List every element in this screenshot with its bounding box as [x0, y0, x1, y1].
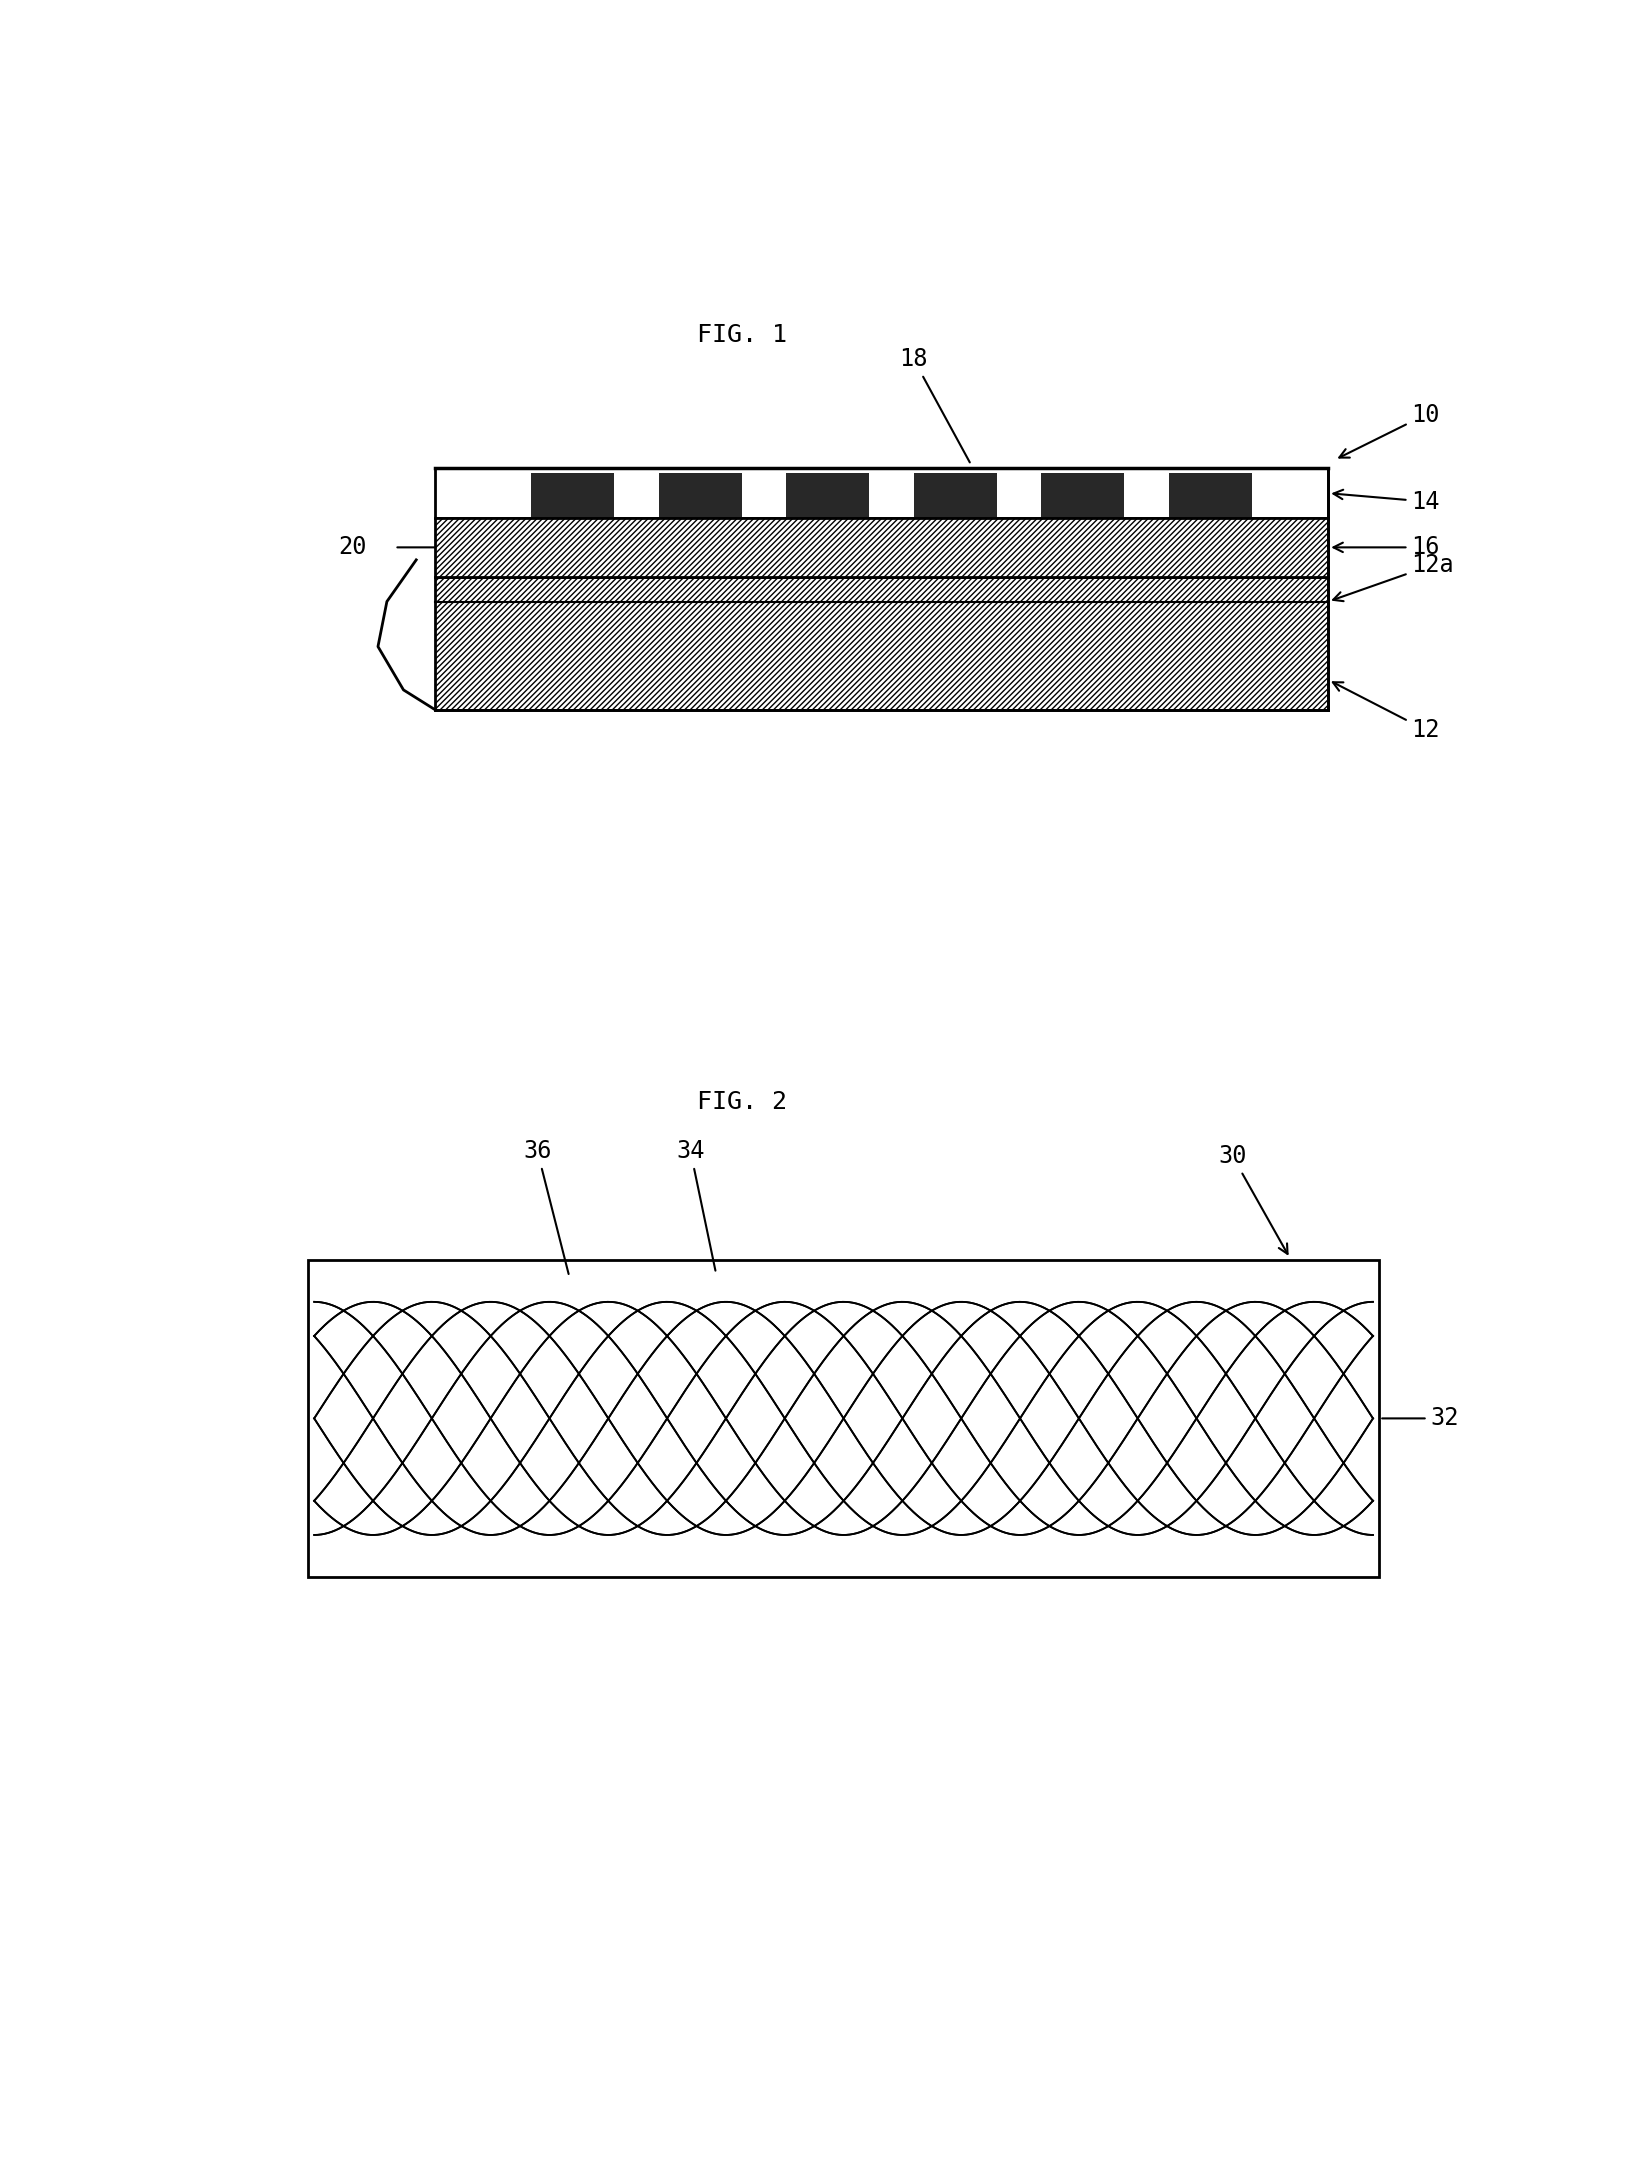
- Text: 18: 18: [899, 349, 969, 463]
- Text: 20: 20: [337, 535, 367, 559]
- Bar: [435, 468, 1328, 517]
- Bar: [435, 517, 1328, 576]
- Text: 12a: 12a: [1333, 552, 1453, 602]
- Text: 36: 36: [523, 1139, 568, 1273]
- Text: 16: 16: [1333, 535, 1440, 559]
- Text: 14: 14: [1333, 489, 1440, 513]
- Bar: [435, 576, 1328, 710]
- Bar: [532, 474, 614, 517]
- Bar: [435, 517, 1328, 576]
- Text: 34: 34: [677, 1139, 716, 1271]
- Text: 30: 30: [1218, 1145, 1287, 1254]
- Bar: [1169, 474, 1251, 517]
- Bar: [435, 576, 1328, 710]
- Text: 12: 12: [1333, 682, 1440, 743]
- Text: 10: 10: [1340, 403, 1440, 457]
- Bar: [308, 1260, 1379, 1576]
- Bar: [787, 474, 869, 517]
- Text: FIG. 2: FIG. 2: [696, 1089, 787, 1113]
- Text: 32: 32: [1383, 1407, 1458, 1431]
- Bar: [658, 474, 741, 517]
- Bar: [1042, 474, 1124, 517]
- Text: FIG. 1: FIG. 1: [696, 323, 787, 346]
- Bar: [914, 474, 997, 517]
